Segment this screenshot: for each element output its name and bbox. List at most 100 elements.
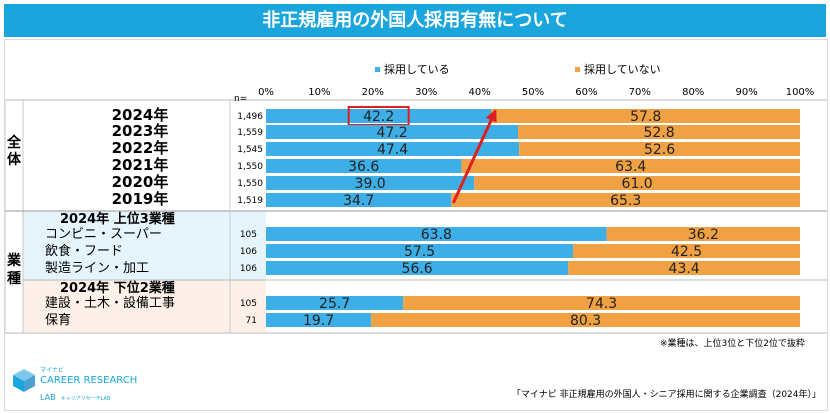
bar-not-adopted [461,159,800,173]
row-n: 71 [246,316,257,326]
bar-adopted [266,227,607,241]
row-label: 保育 [45,312,71,328]
row-n: 1,550 [237,179,263,189]
x-tick-label: 80% [682,87,704,98]
row-label: 製造ライン・加工 [45,261,149,276]
row-label: 2021年 [112,156,169,174]
source-note: 「マイナビ 非正規雇用の外国人・シニア採用に関する企業調査（2024年）」 [512,388,821,400]
bar-value-label: 36.6 [348,159,379,175]
legend-swatch [375,67,380,72]
bar-adopted [266,159,462,173]
row-label: コンビニ・スーパー [45,227,162,242]
top3-section-bg [23,211,266,280]
bar-value-label: 56.6 [402,261,433,277]
bar-not-adopted [606,227,800,241]
bar-value-label: 80.3 [570,313,601,329]
x-tick-label: 0% [258,87,274,98]
bar-value-label: 42.2 [363,109,394,125]
bar-value-label: 43.4 [669,261,700,277]
bar-not-adopted [518,125,800,139]
x-tick-label: 100% [786,87,815,98]
x-tick-label: 30% [415,87,437,98]
bar-not-adopted [491,109,800,123]
bar-value-label: 19.7 [303,313,334,329]
bar-value-label: 52.8 [643,125,674,141]
bar-adopted [266,261,569,275]
x-tick-label: 40% [468,87,490,98]
bar-not-adopted [403,296,800,310]
row-n: 106 [240,247,257,257]
bar-not-adopted [519,142,800,156]
legend-label: 採用している [384,62,450,76]
bar-value-label: 34.7 [343,193,374,209]
bar-value-label: 39.0 [355,176,386,192]
x-tick-label: 60% [575,87,597,98]
x-tick-label: 50% [522,87,544,98]
bar-value-label: 52.6 [644,142,675,158]
bar-value-label: 65.3 [610,193,641,209]
logo-lab: LAB [40,392,56,402]
n-header: n= [234,94,247,104]
legend-swatch [575,67,580,72]
row-label: 建設・土木・設備工事 [45,295,175,311]
row-n: 106 [240,264,257,274]
row-label: 2020年 [112,173,169,191]
bottom2-section-bg [23,280,266,333]
legend-label: 採用していない [584,62,661,76]
x-tick-label: 90% [735,87,757,98]
bar-value-label: 63.8 [421,227,452,243]
logo-lab-sub: キャリアリサーチLAB [60,395,111,402]
bar-not-adopted [371,313,800,327]
bar-not-adopted [568,261,800,275]
bar-value-label: 47.4 [377,142,408,158]
row-n: 1,559 [237,128,263,138]
logo-main: CAREER RESEARCH [40,374,138,386]
trend-arrow-head [485,109,497,123]
subgroup-title-top3: 2024年 上位3業種 [60,211,175,227]
row-n: 1,550 [237,162,263,172]
bar-adopted [266,109,492,123]
bar-value-label: 42.5 [671,244,702,260]
footnote: ※業種は、上位3位と下位2位で抜粋 [660,337,805,349]
bar-adopted [266,142,520,156]
cube-logo-icon [10,366,38,394]
row-label: 2024年 [112,106,169,124]
row-n: 1,519 [237,196,263,206]
bar-value-label: 63.4 [615,159,646,175]
subgroup-title-bottom2: 2024年 下位2業種 [60,280,175,296]
row-n: 105 [240,299,257,309]
bar-value-label: 25.7 [319,296,350,312]
bar-adopted [266,296,404,310]
row-n: 1,545 [237,145,263,155]
bar-adopted [266,244,574,258]
row-label: 2022年 [112,139,169,157]
chart-svg: 採用している 採用していない 0% 10% 20% 30% 40% 50% 60% 70% 80% 9… [4,62,827,400]
bar-value-label: 36.2 [688,227,719,243]
bar-adopted [266,193,452,207]
trend-arrow-line [451,110,497,204]
row-label: 2023年 [112,122,169,140]
logo-sub: マイナビ [40,367,64,374]
group-label-industry-2: 種 [7,270,21,287]
bar-adopted [266,176,475,190]
group-label-overall-1: 全 [6,134,22,151]
logo-text: マイナビ CAREER RESEARCH LAB キャリアリサーチLAB [40,367,138,403]
group-label-overall-2: 体 [7,151,22,168]
row-n: 1,496 [237,112,263,122]
bar-value-label: 74.3 [586,296,617,312]
bar-not-adopted [451,193,800,207]
bar-value-label: 57.5 [404,244,435,260]
row-n: 105 [240,230,257,240]
bar-adopted [266,125,519,139]
chart-panel: 採用している 採用していない 0% 10% 20% 30% 40% 50% 60% 70% 80% 9… [4,39,828,411]
x-tick-label: 70% [629,87,651,98]
bar-not-adopted [474,176,800,190]
x-tick-label: 10% [308,87,330,98]
bar-not-adopted [573,244,800,258]
bar-adopted [266,313,372,327]
x-tick-label: 20% [362,87,384,98]
chart-title: 非正規雇用の外国人採用有無について [4,4,826,37]
row-label: 2019年 [112,190,169,208]
row-label: 飲食・フード [45,243,123,259]
bar-value-label: 57.8 [630,109,661,125]
